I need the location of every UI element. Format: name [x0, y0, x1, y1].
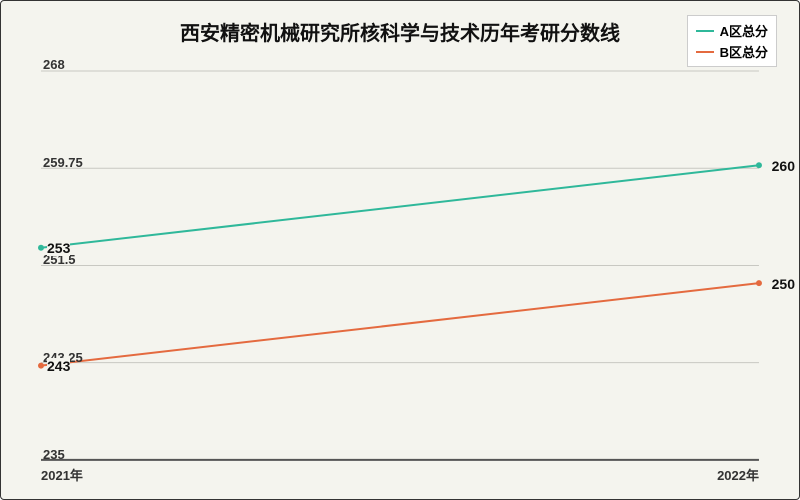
legend-item-a: A区总分	[696, 20, 768, 41]
plot-area: 235243.25251.5259.75268 2021年2022年 25326…	[41, 71, 759, 459]
series-line	[41, 283, 759, 365]
y-tick-label: 235	[43, 447, 65, 462]
legend-swatch-b	[696, 51, 714, 53]
legend-label-b: B区总分	[720, 42, 768, 61]
series-line	[41, 165, 759, 247]
y-tick-label: 259.75	[43, 155, 83, 170]
x-tick-label: 2022年	[717, 465, 759, 484]
chart-title: 西安精密机械研究所核科学与技术历年考研分数线	[1, 17, 799, 46]
legend-label-a: A区总分	[720, 21, 768, 40]
x-tick-label: 2021年	[41, 465, 83, 484]
y-tick-label: 268	[43, 57, 65, 72]
value-label: 260	[772, 158, 795, 174]
legend: A区总分 B区总分	[687, 15, 777, 67]
legend-item-b: B区总分	[696, 41, 768, 62]
data-point	[756, 162, 762, 168]
value-label: 243	[47, 358, 70, 374]
value-label: 250	[772, 276, 795, 292]
chart-container: 西安精密机械研究所核科学与技术历年考研分数线 A区总分 B区总分 235243.…	[0, 0, 800, 500]
gridlines	[41, 71, 759, 460]
data-point	[38, 245, 44, 251]
chart-svg	[41, 71, 759, 460]
legend-swatch-a	[696, 30, 714, 32]
data-point	[756, 280, 762, 286]
value-label: 253	[47, 240, 70, 256]
